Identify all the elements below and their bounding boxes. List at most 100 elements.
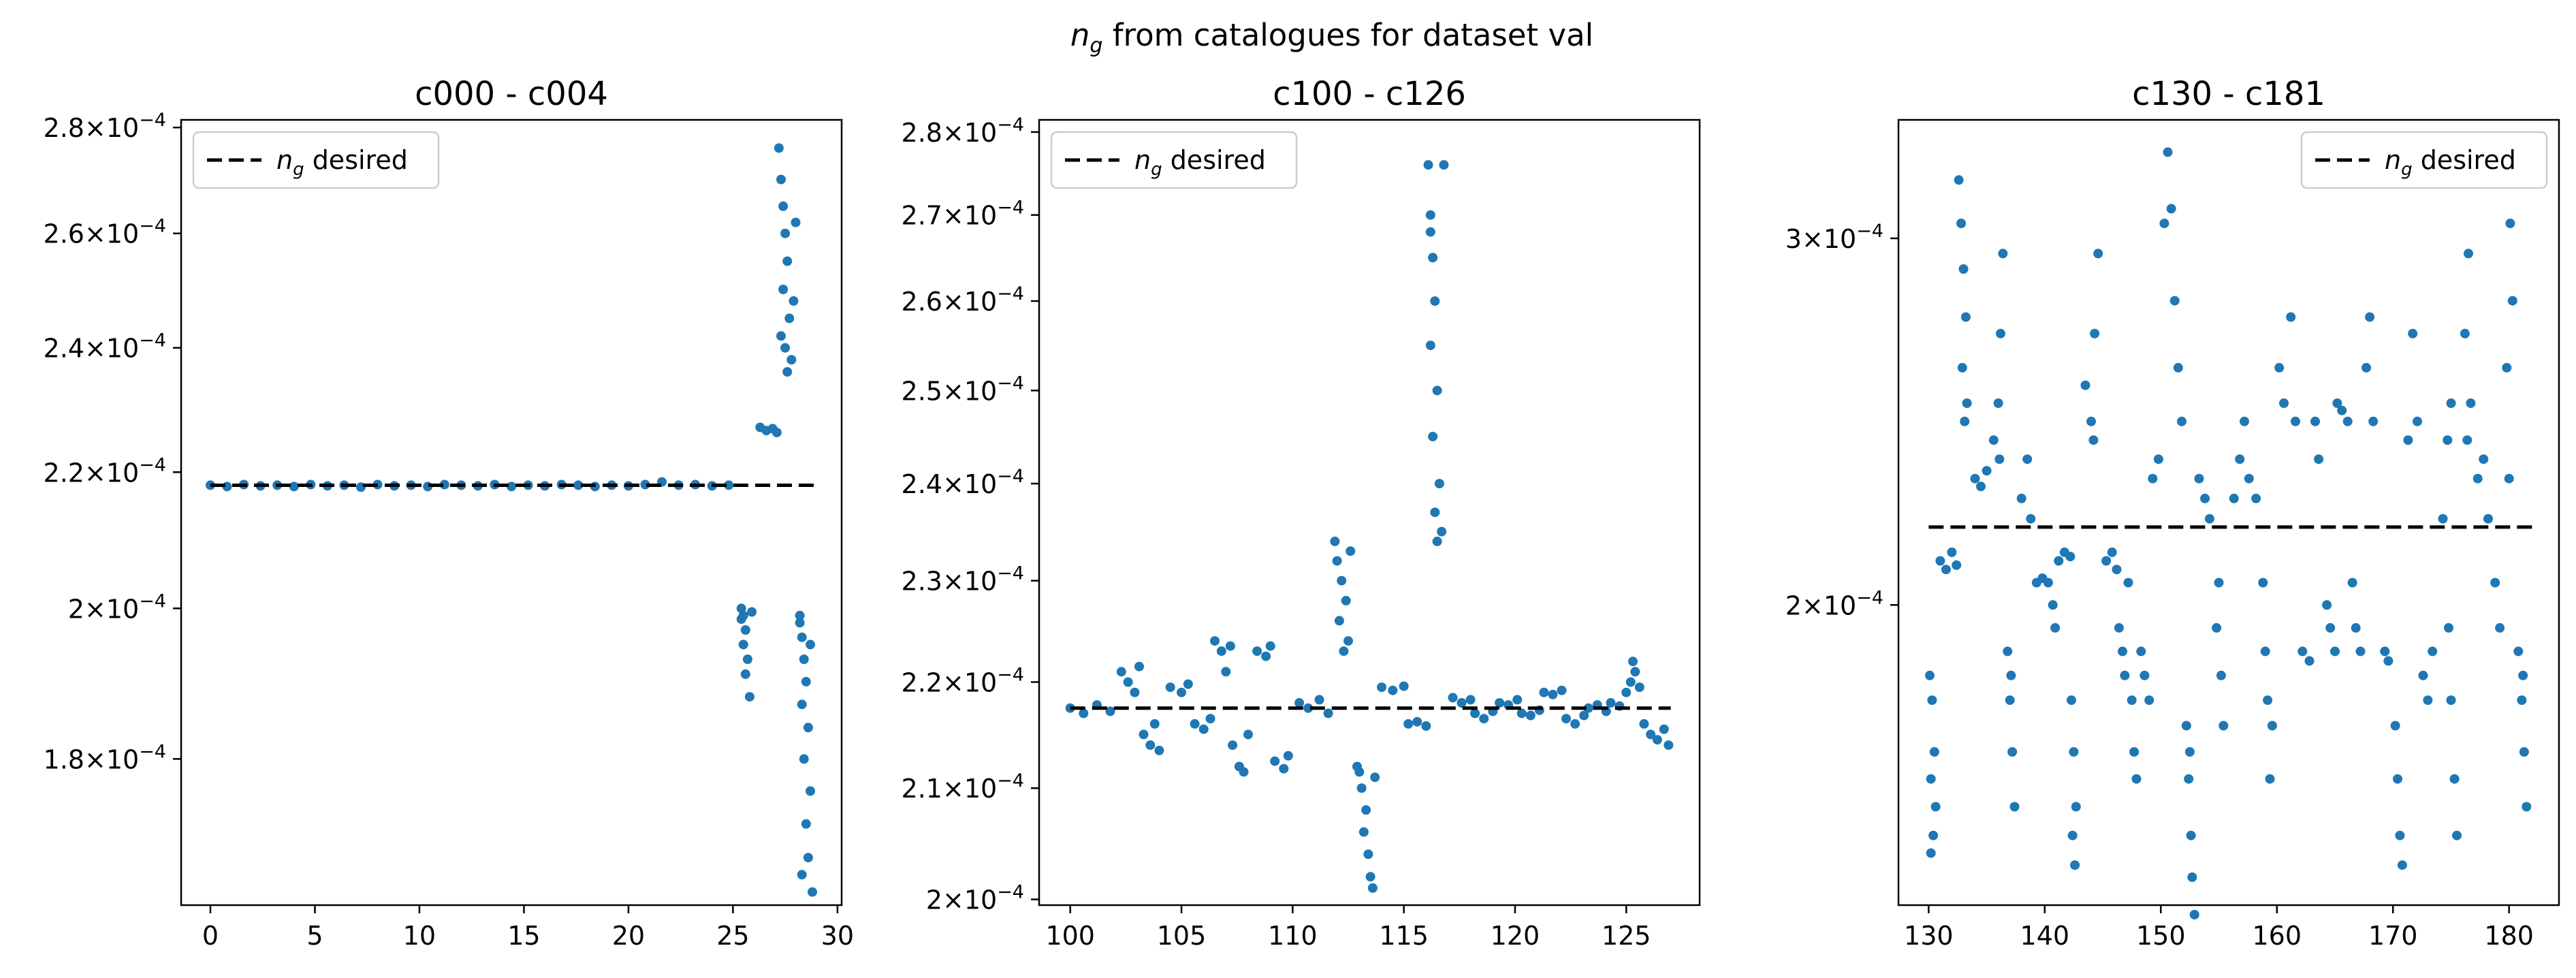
y-axis: 1.8×10−42×10−42.2×10−42.4×10−42.6×10−42.…: [44, 110, 181, 774]
data-point: [2129, 747, 2140, 757]
data-point: [1639, 719, 1649, 729]
data-point: [1356, 783, 1367, 793]
data-point: [2502, 362, 2512, 373]
y-tick-label: 2.1×10−4: [902, 770, 1024, 804]
data-point: [573, 480, 584, 490]
data-point: [1982, 466, 1992, 476]
data-point: [1116, 667, 1126, 677]
data-point: [2428, 646, 2438, 657]
data-point: [2472, 473, 2483, 484]
data-point: [2219, 721, 2229, 731]
data-point: [2204, 514, 2214, 524]
data-point: [1928, 830, 1939, 840]
data-point: [2120, 670, 2130, 680]
data-point: [1957, 362, 1967, 373]
data-point: [2362, 362, 2371, 373]
data-point: [1190, 719, 1200, 729]
data-point: [2490, 578, 2500, 588]
data-point: [1149, 719, 1160, 729]
data-point: [2464, 249, 2473, 259]
data-point: [2443, 435, 2453, 445]
data-point: [2200, 493, 2210, 503]
y-tick-exponent: −4: [139, 454, 166, 475]
data-point: [2005, 695, 2015, 706]
y-tick-base: ×10: [84, 458, 139, 488]
panel-title: c130 - c181: [2132, 75, 2325, 113]
y-tick-exponent: −4: [997, 283, 1024, 304]
data-point: [2408, 328, 2418, 338]
data-point: [2235, 454, 2245, 464]
data-point: [1956, 219, 1967, 228]
scatter-points: [1925, 147, 2532, 919]
data-point: [1579, 710, 1589, 721]
data-point: [780, 343, 791, 353]
panel-title: c000 - c004: [415, 75, 608, 113]
data-point: [1430, 296, 1440, 306]
data-point: [2517, 695, 2527, 706]
data-point: [1570, 719, 1580, 729]
data-point: [747, 607, 757, 617]
legend: ng desired: [2300, 131, 2548, 189]
y-tick-exponent: −4: [997, 664, 1024, 685]
data-point: [2148, 473, 2158, 484]
legend-box: [192, 131, 440, 189]
data-point: [808, 887, 817, 897]
data-point: [2355, 646, 2366, 657]
data-point: [2088, 435, 2099, 445]
data-point: [1134, 661, 1144, 672]
y-tick-base: ×10: [84, 334, 139, 364]
data-point: [2265, 774, 2275, 784]
data-point: [2263, 695, 2273, 706]
data-point: [2351, 622, 2361, 633]
data-point: [1412, 716, 1422, 727]
data-point: [2483, 514, 2493, 524]
data-point: [1625, 677, 1636, 687]
data-point: [736, 603, 746, 614]
data-point: [1548, 689, 1558, 699]
data-point: [2505, 219, 2515, 228]
data-point: [1958, 264, 1969, 274]
data-point: [1239, 767, 1249, 777]
data-point: [1145, 740, 1156, 751]
data-point: [1363, 849, 1373, 859]
data-point: [2136, 646, 2146, 657]
data-point: [1332, 556, 1342, 566]
data-point: [1988, 435, 1999, 445]
data-point: [2390, 721, 2400, 731]
legend: ng desired: [1050, 131, 1298, 189]
suptitle-n: n: [1070, 17, 1090, 53]
data-point: [2026, 514, 2036, 524]
data-point: [776, 331, 786, 341]
y-tick-label: 2.5×10−4: [902, 373, 1024, 406]
data-point: [776, 174, 786, 185]
y-tick-exponent: −4: [139, 741, 166, 762]
data-point: [2166, 204, 2176, 214]
data-point: [2112, 565, 2122, 575]
data-point: [784, 313, 795, 324]
data-point: [2286, 312, 2296, 322]
y-tick-label: 2×10−4: [926, 882, 1024, 915]
data-point: [1425, 227, 1435, 237]
data-point: [2114, 622, 2124, 633]
data-point: [1365, 872, 1376, 882]
data-point: [724, 480, 734, 490]
data-point: [1457, 698, 1467, 708]
data-point: [772, 428, 782, 437]
data-point: [1252, 646, 1262, 657]
data-point: [2163, 147, 2173, 157]
data-point: [2177, 416, 2187, 426]
data-point: [2314, 454, 2324, 464]
data-point: [1370, 772, 1380, 783]
data-point: [806, 640, 815, 650]
data-point: [2186, 830, 2196, 840]
data-point: [1935, 556, 1945, 566]
y-tick-base: ×10: [942, 118, 997, 148]
data-point: [2260, 646, 2270, 657]
legend-n: n: [1134, 145, 1151, 175]
data-point: [736, 614, 746, 625]
data-point: [2395, 830, 2405, 840]
y-tick-base: ×10: [84, 219, 139, 249]
y-tick-label: 2.7×10−4: [902, 198, 1024, 231]
data-point: [2513, 646, 2524, 657]
